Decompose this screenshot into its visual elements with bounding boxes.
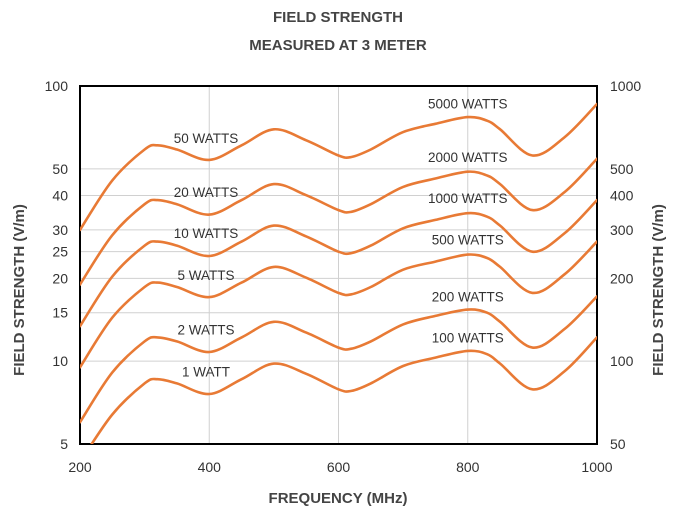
series-label: 100 WATTS	[432, 330, 504, 345]
series-line	[80, 102, 597, 232]
chart-subtitle: MEASURED AT 3 METER	[249, 37, 427, 54]
series-label: 500 WATTS	[432, 233, 504, 248]
y-axis-title-left: FIELD STRENGTH (V/m)	[11, 204, 28, 376]
x-tick-label: 600	[327, 459, 351, 475]
series-label: 2000 WATTS	[428, 150, 508, 165]
series-line	[80, 240, 597, 369]
y-tick-label-right: 400	[610, 187, 634, 203]
x-axis-title: FREQUENCY (MHz)	[269, 490, 408, 507]
y-tick-label-left: 30	[52, 222, 68, 238]
series-line	[90, 336, 597, 444]
y-tick-label-left: 20	[52, 270, 68, 286]
y-tick-label-left: 50	[52, 161, 68, 177]
chart-title: FIELD STRENGTH	[273, 9, 403, 26]
y-tick-label-right: 1000	[610, 78, 641, 94]
x-tick-label: 800	[456, 459, 480, 475]
y-tick-label-left: 40	[52, 187, 68, 203]
series-line	[80, 157, 597, 286]
y-tick-label-left: 25	[52, 244, 68, 260]
series-label: 50 WATTS	[174, 131, 239, 146]
y-tick-label-right: 50	[610, 436, 626, 452]
y-tick-label-right: 200	[610, 270, 634, 286]
y-tick-label-left: 100	[45, 78, 69, 94]
y-tick-label-left: 10	[52, 353, 68, 369]
series-label: 5 WATTS	[178, 268, 235, 283]
series-label: 10 WATTS	[174, 226, 239, 241]
x-tick-label: 1000	[581, 459, 612, 475]
plot-area-border	[79, 85, 598, 445]
x-tick-label: 200	[68, 459, 92, 475]
series-line	[80, 198, 597, 328]
x-tick-label: 400	[198, 459, 222, 475]
y-tick-label-left: 5	[60, 436, 68, 452]
tick-labels: 200 400 600 800 1000 100 50 40 30 25 20 15 10 5 1000 50…	[45, 78, 642, 475]
series-label: 20 WATTS	[174, 185, 239, 200]
y-tick-label-right: 500	[610, 161, 634, 177]
series-lines	[80, 102, 597, 444]
y-tick-label-right: 300	[610, 222, 634, 238]
y-axis-title-right: FIELD STRENGTH (V/m)	[650, 204, 667, 376]
series-line	[80, 295, 597, 424]
series-label: 1000 WATTS	[428, 191, 508, 206]
y-tick-label-left: 15	[52, 305, 68, 321]
series-label: 200 WATTS	[432, 289, 504, 304]
series-label: 1 WATT	[182, 364, 230, 379]
series-label: 2 WATTS	[178, 323, 235, 338]
series-labels: 1 WATT 2 WATTS 5 WATTS 10 WATTS 20 WATTS 50 W…	[174, 96, 508, 379]
y-tick-label-right: 100	[610, 353, 634, 369]
series-label: 5000 WATTS	[428, 96, 508, 111]
